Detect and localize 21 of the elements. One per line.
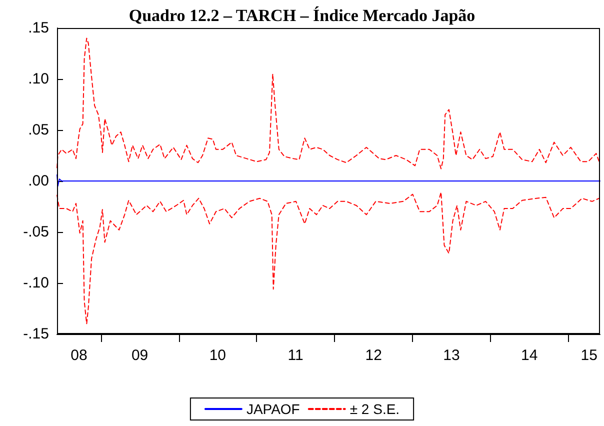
y-tick-label: .15 (28, 20, 49, 36)
legend-label: JAPAOF (246, 401, 300, 417)
x-tick-label: 08 (70, 347, 88, 364)
y-tick-label: .10 (28, 70, 49, 88)
x-tick-label: 14 (521, 347, 538, 364)
line-series (56, 38, 600, 170)
x-tick-label: 12 (365, 347, 382, 364)
line-series (56, 174, 600, 187)
line-series (56, 192, 600, 324)
legend-label: ± 2 S.E. (350, 401, 400, 417)
x-tick-label: 11 (288, 347, 304, 364)
x-tick-label: 10 (209, 347, 226, 364)
y-tick-label: -.05 (23, 224, 49, 240)
y-tick-label: .05 (28, 122, 49, 138)
y-tick-label: -.10 (23, 274, 49, 292)
chart-title: Quadro 12.2 – TARCH – Índice Mercado Japão (128, 6, 476, 25)
y-tick-label: -.15 (23, 326, 49, 342)
x-tick-label: 15 (580, 347, 598, 364)
y-tick-label: .00 (28, 172, 49, 190)
x-tick-label: 09 (131, 347, 148, 364)
x-tick-label: 13 (443, 347, 460, 364)
